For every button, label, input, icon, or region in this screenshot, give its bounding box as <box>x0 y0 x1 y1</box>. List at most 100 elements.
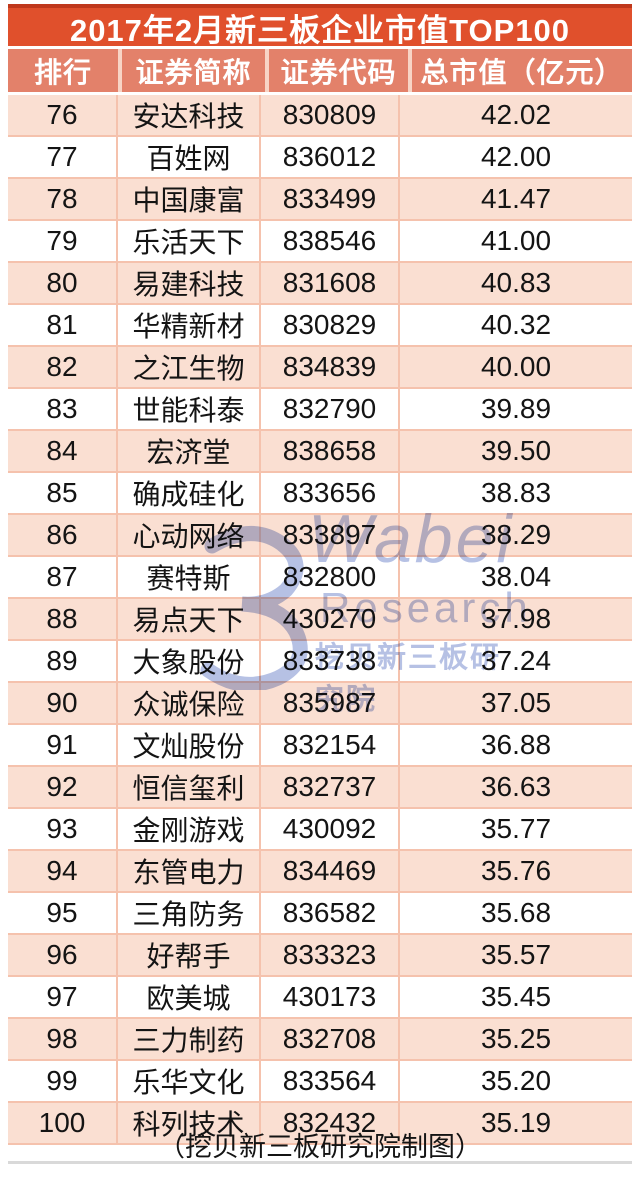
cell-value: 36.88 <box>480 729 552 760</box>
cell-rank: 76 <box>8 95 118 135</box>
table-row: 80 易建科技 831608 40.83 <box>8 263 632 305</box>
cell-code: 833323 <box>261 935 400 975</box>
cell-value: 41.00 <box>480 225 552 256</box>
cell-rank: 83 <box>8 389 118 429</box>
cell-code: 833738 <box>261 641 400 681</box>
cell-rank: 93 <box>8 809 118 849</box>
cell-code: 833897 <box>261 515 400 555</box>
cell-name: 三力制药 <box>118 1019 261 1059</box>
cell-rank: 90 <box>8 683 118 723</box>
cell-value: 42.00 <box>480 141 552 172</box>
cell-value: 35.20 <box>480 1065 552 1096</box>
table-row: 89 大象股份 833738 37.24 <box>8 641 632 683</box>
cell-rank: 78 <box>8 179 118 219</box>
cell-code: 833499 <box>261 179 400 219</box>
cell-code: 832790 <box>261 389 400 429</box>
cell-rank: 99 <box>8 1061 118 1101</box>
table-row: 93 金刚游戏 430092 35.77 <box>8 809 632 851</box>
cell-rank: 97 <box>8 977 118 1017</box>
cell-name: 三角防务 <box>118 893 261 933</box>
table-title: 2017年2月新三板企业市值TOP100 <box>8 4 632 48</box>
table-row: 90 众诚保险 835987 37.05 <box>8 683 632 725</box>
cell-value: 40.83 <box>480 267 552 298</box>
cell-value: 35.57 <box>480 939 552 970</box>
table-row: 97 欧美城 430173 35.45 <box>8 977 632 1019</box>
cell-code: 832708 <box>261 1019 400 1059</box>
cell-name: 安达科技 <box>118 95 261 135</box>
table-row: 99 乐华文化 833564 35.20 <box>8 1061 632 1103</box>
table-row: 88 易点天下 430270 37.98 <box>8 599 632 641</box>
cell-code: 832800 <box>261 557 400 597</box>
cell-name: 欧美城 <box>118 977 261 1017</box>
cell-name: 众诚保险 <box>118 683 261 723</box>
cell-value: 40.32 <box>480 309 552 340</box>
table-row: 95 三角防务 836582 35.68 <box>8 893 632 935</box>
table-row: 92 恒信玺利 832737 36.63 <box>8 767 632 809</box>
cell-value: 39.50 <box>480 435 552 466</box>
table-row: 81 华精新材 830829 40.32 <box>8 305 632 347</box>
cell-value: 35.45 <box>480 981 552 1012</box>
cell-name: 中国康富 <box>118 179 261 219</box>
table-row: 91 文灿股份 832154 36.88 <box>8 725 632 767</box>
table-row: 76 安达科技 830809 42.02 <box>8 95 632 137</box>
cell-rank: 98 <box>8 1019 118 1059</box>
cell-name: 百姓网 <box>118 137 261 177</box>
cell-code: 832737 <box>261 767 400 807</box>
cell-code: 834839 <box>261 347 400 387</box>
table-row: 78 中国康富 833499 41.47 <box>8 179 632 221</box>
cell-code: 430173 <box>261 977 400 1017</box>
cell-code: 838658 <box>261 431 400 471</box>
cell-code: 833656 <box>261 473 400 513</box>
cell-value: 40.00 <box>480 351 552 382</box>
cell-value: 42.02 <box>480 99 552 130</box>
cell-value: 41.47 <box>480 183 552 214</box>
cell-code: 830829 <box>261 305 400 345</box>
cell-rank: 86 <box>8 515 118 555</box>
cell-rank: 77 <box>8 137 118 177</box>
cell-value: 35.25 <box>480 1023 552 1054</box>
cell-value: 39.89 <box>480 393 552 424</box>
cell-rank: 92 <box>8 767 118 807</box>
cell-name: 易点天下 <box>118 599 261 639</box>
cell-code: 830809 <box>261 95 400 135</box>
cell-value: 37.05 <box>480 687 552 718</box>
cell-value: 37.24 <box>480 645 552 676</box>
cell-name: 乐华文化 <box>118 1061 261 1101</box>
cell-rank: 95 <box>8 893 118 933</box>
cell-code: 836582 <box>261 893 400 933</box>
table-row: 96 好帮手 833323 35.57 <box>8 935 632 977</box>
cell-name: 赛特斯 <box>118 557 261 597</box>
cell-name: 文灿股份 <box>118 725 261 765</box>
cell-value: 38.29 <box>480 519 552 550</box>
cell-value: 35.76 <box>480 855 552 886</box>
cell-name: 东管电力 <box>118 851 261 891</box>
table-row: 94 东管电力 834469 35.76 <box>8 851 632 893</box>
table-header-row: 排行 证券简称 证券代码 总市值（亿元） <box>8 49 632 92</box>
table-row: 86 心动网络 833897 38.29 <box>8 515 632 557</box>
table-row: 84 宏济堂 838658 39.50 <box>8 431 632 473</box>
cell-rank: 82 <box>8 347 118 387</box>
cell-value: 37.98 <box>480 603 552 634</box>
cell-rank: 79 <box>8 221 118 261</box>
cell-name: 世能科泰 <box>118 389 261 429</box>
column-header-rank: 排行 <box>8 49 118 92</box>
table-row: 87 赛特斯 832800 38.04 <box>8 557 632 599</box>
cell-name: 确成硅化 <box>118 473 261 513</box>
cell-code: 833564 <box>261 1061 400 1101</box>
cell-name: 金刚游戏 <box>118 809 261 849</box>
cell-code: 838546 <box>261 221 400 261</box>
column-header-code: 证券代码 <box>269 49 408 92</box>
cell-name: 乐活天下 <box>118 221 261 261</box>
cell-value: 35.68 <box>480 897 552 928</box>
cell-name: 恒信玺利 <box>118 767 261 807</box>
cell-rank: 88 <box>8 599 118 639</box>
column-header-name: 证券简称 <box>122 49 265 92</box>
cell-code: 430270 <box>261 599 400 639</box>
cell-rank: 91 <box>8 725 118 765</box>
cell-value: 38.04 <box>480 561 552 592</box>
cell-code: 430092 <box>261 809 400 849</box>
cell-rank: 80 <box>8 263 118 303</box>
cell-code: 831608 <box>261 263 400 303</box>
table-row: 85 确成硅化 833656 38.83 <box>8 473 632 515</box>
